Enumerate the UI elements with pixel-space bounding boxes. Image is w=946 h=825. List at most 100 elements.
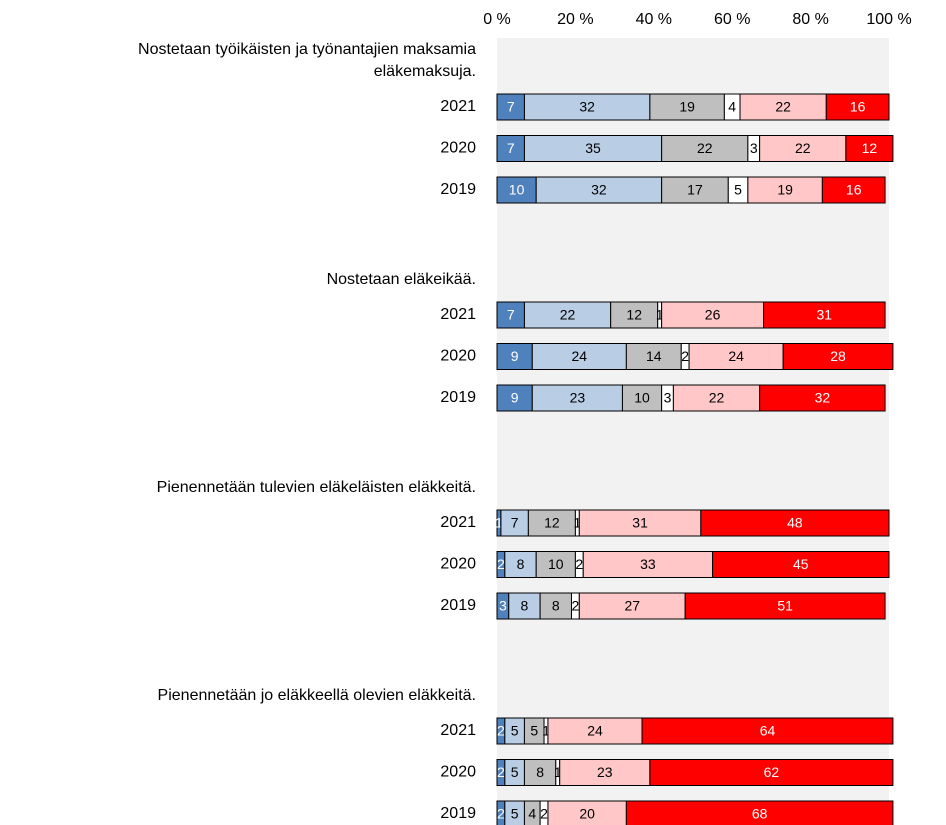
bar-segment (845, 135, 894, 162)
data-label: 24 (587, 723, 603, 739)
data-label: 64 (760, 723, 776, 739)
bar-segment (547, 717, 643, 745)
bar-segment (496, 135, 525, 162)
bar-segment (739, 93, 827, 121)
data-label: 22 (709, 390, 725, 406)
data-label: 5 (511, 764, 519, 780)
bar-segment (547, 800, 627, 825)
data-label: 9 (511, 348, 519, 364)
data-label: 7 (507, 99, 515, 115)
data-label: 5 (511, 806, 519, 822)
data-label: 9 (511, 390, 519, 406)
data-label: 48 (787, 515, 803, 531)
bar-segment (610, 301, 659, 329)
x-tick-label: 100 % (866, 11, 911, 28)
bar-segment (700, 509, 890, 537)
bar-segment (825, 93, 890, 121)
data-label: 3 (499, 598, 507, 614)
bar-segment (821, 176, 886, 204)
bar-segment (712, 551, 890, 578)
data-label: 31 (817, 307, 833, 323)
x-tick-label: 0 % (483, 11, 511, 28)
data-label: 68 (752, 806, 768, 822)
x-tick-label: 80 % (792, 11, 828, 28)
data-label: 27 (624, 598, 640, 614)
bar-segment (621, 384, 663, 412)
data-label: 10 (548, 556, 564, 572)
bar-segment (661, 135, 749, 162)
data-label: 26 (705, 307, 721, 323)
bar-segment (535, 176, 663, 204)
bar-segment (527, 509, 576, 537)
data-label: 2 (497, 556, 505, 572)
data-label: 1 (542, 723, 550, 739)
bar-segment (661, 301, 765, 329)
group-title: Pienennetään jo eläkkeellä olevien eläkk… (158, 687, 476, 704)
bar-segment (684, 592, 886, 620)
data-label: 24 (572, 348, 588, 364)
data-label: 45 (793, 556, 809, 572)
bar-segment (578, 509, 702, 537)
data-label: 8 (521, 598, 529, 614)
data-label: 22 (795, 140, 811, 156)
bar-segment (531, 384, 623, 412)
data-label: 8 (552, 598, 560, 614)
data-label: 23 (597, 764, 613, 780)
data-label: 32 (579, 99, 595, 115)
data-label: 12 (862, 140, 878, 156)
group-title: Nostetaan työikäisten ja työnantajien ma… (138, 41, 476, 58)
group-title: eläkemaksuja. (374, 63, 476, 80)
y-tick-label: 2019 (440, 389, 476, 406)
data-label: 1 (495, 515, 503, 531)
bar-segment (496, 384, 533, 412)
data-label: 10 (509, 182, 525, 198)
data-label: 5 (511, 723, 519, 739)
data-label: 20 (579, 806, 595, 822)
data-label: 2 (497, 723, 505, 739)
data-label: 7 (507, 140, 515, 156)
y-tick-label: 2021 (440, 514, 476, 531)
bar-segment (508, 592, 541, 620)
bar-segment (688, 343, 784, 370)
data-label: 19 (777, 182, 793, 198)
y-tick-label: 2019 (440, 597, 476, 614)
y-tick-label: 2020 (440, 348, 476, 365)
bar-segment (535, 551, 576, 578)
bar-segment (559, 759, 651, 786)
data-label: 35 (585, 140, 601, 156)
data-label: 2 (497, 806, 505, 822)
data-label: 22 (560, 307, 576, 323)
bar-segment (649, 759, 894, 786)
data-label: 2 (575, 556, 583, 572)
data-label: 22 (775, 99, 791, 115)
data-label: 28 (830, 348, 846, 364)
bar-segment (531, 343, 627, 370)
data-label: 12 (626, 307, 642, 323)
bar-segment (625, 343, 682, 370)
data-label: 8 (536, 764, 544, 780)
data-label: 31 (632, 515, 648, 531)
bar-segment (782, 343, 894, 370)
data-label: 19 (679, 99, 695, 115)
x-tick-label: 60 % (714, 11, 750, 28)
data-label: 62 (764, 764, 780, 780)
data-label: 2 (681, 348, 689, 364)
bar-segment (500, 509, 529, 537)
data-label: 8 (517, 556, 525, 572)
data-label: 10 (634, 390, 650, 406)
bar-segment (504, 551, 537, 578)
y-tick-label: 2019 (440, 181, 476, 198)
data-label: 5 (530, 723, 538, 739)
bar-segment (763, 301, 886, 329)
data-label: 24 (728, 348, 744, 364)
data-label: 2 (540, 806, 548, 822)
bar-segment (523, 759, 557, 786)
plot-area (497, 38, 889, 825)
data-label: 17 (687, 182, 703, 198)
data-label: 32 (815, 390, 831, 406)
bar-segment (625, 800, 894, 825)
data-label: 4 (528, 806, 536, 822)
group-title: Nostetaan eläkeikää. (327, 271, 476, 288)
y-tick-label: 2020 (440, 556, 476, 573)
